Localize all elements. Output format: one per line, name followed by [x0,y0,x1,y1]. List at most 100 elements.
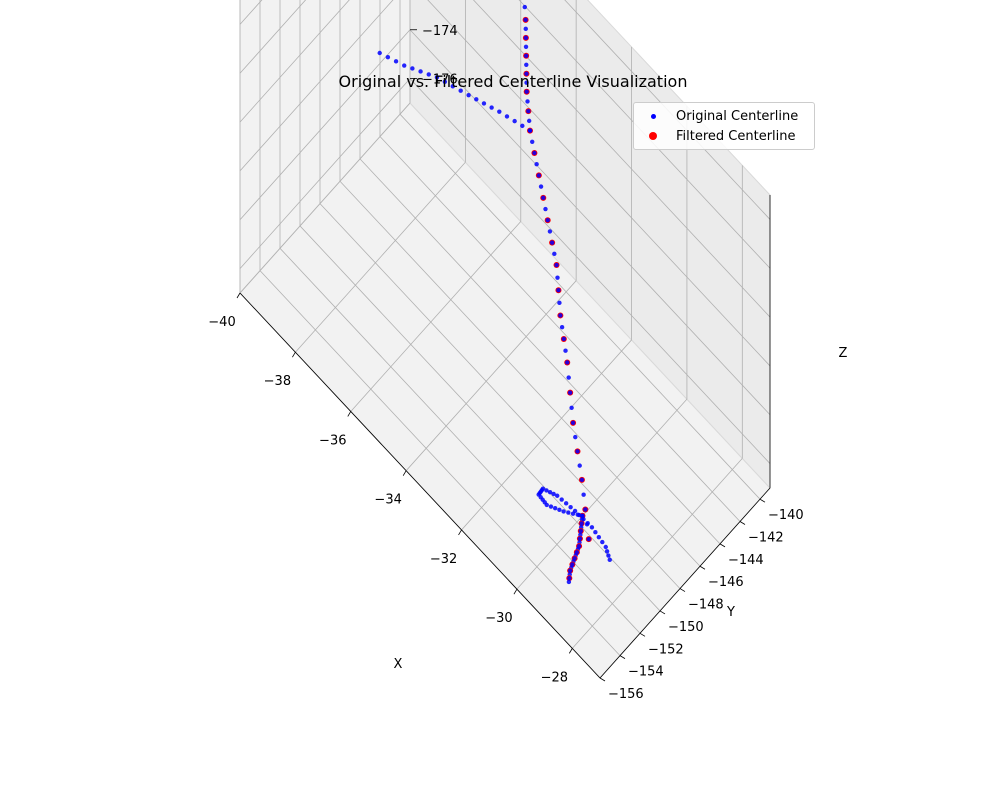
original-point [559,497,564,502]
original-point [554,262,559,268]
grid-line [405,280,577,471]
original-point [577,463,582,468]
legend-label-filtered: Filtered Centerline [676,128,796,144]
original-point [569,405,574,410]
original-point [442,79,448,85]
x-tick-mark [402,470,407,476]
original-point [565,360,570,365]
x-axis-line [239,292,601,679]
y-tick-mark [719,543,726,548]
y-tick-mark [599,677,606,682]
original-point [530,139,535,145]
original-point [561,509,566,514]
grid-line [295,161,466,353]
original-point [524,89,529,94]
original-point [523,35,529,41]
original-point [426,72,431,77]
y-tick-label: −150 [668,620,704,635]
original-point [604,549,610,554]
original-point [504,114,510,119]
legend-marker-original [650,113,656,119]
x-axis-label: X [394,657,403,672]
x-tick-mark [236,292,241,299]
original-point [545,218,550,223]
z-tick-label: −176 [422,73,458,88]
original-point [557,507,562,513]
y-tick-label: −142 [748,531,784,546]
original-point [541,195,546,201]
x-tick-label: −38 [264,374,291,389]
original-point [570,420,576,426]
grid-line [339,180,701,567]
original-point [527,128,533,133]
original-point [548,504,554,509]
original-point [567,568,573,573]
grid-line [409,78,771,464]
x-tick-label: −40 [208,315,235,330]
grid-line [239,78,411,269]
x-tick-mark [458,529,462,536]
original-point [600,539,605,545]
original-point [544,488,549,493]
x-tick-label: −28 [541,670,568,685]
y-tick-label: −140 [768,508,804,523]
original-point [549,240,555,245]
original-point [552,251,557,257]
y-tick-mark [619,655,626,659]
original-point [523,26,528,32]
y-tick-mark [759,498,766,503]
original-point [522,4,527,10]
x-tick-label: −32 [430,552,457,567]
original-point [512,118,517,124]
original-point [402,63,407,68]
original-point [563,348,568,353]
original-point [458,88,463,93]
original-point [581,492,586,497]
original-point [532,150,537,156]
original-point [393,59,399,64]
grid-line [399,113,761,500]
grid-line [359,158,721,545]
original-point [558,313,563,318]
original-point [575,449,580,454]
grid-line [472,0,771,318]
grid-line [239,29,411,221]
grid-lines [239,0,771,679]
x-tick-label: −34 [374,493,401,508]
grid-line [279,248,641,634]
y-tick-mark [679,588,686,592]
original-point [606,553,611,558]
y-tick-mark [699,565,706,570]
original-point [586,536,591,542]
original-point [385,54,391,60]
y-tick-label: −154 [628,665,664,680]
y-tick-mark [659,610,666,615]
x-tick-mark [292,352,296,358]
y-axis-line [599,487,771,679]
chart-title: Original vs. Filtered Centerline Visuali… [338,72,688,91]
y-tick-label: −156 [608,687,644,702]
y-tick-label: −144 [728,553,764,568]
original-point [603,544,608,550]
original-point [526,118,532,124]
original-point [566,375,571,380]
original-point [551,491,556,497]
x-tick-mark [568,648,573,654]
original-point [497,109,502,114]
grid-line [518,0,771,269]
original-point [581,516,586,522]
original-point [524,80,529,85]
original-point [525,99,530,104]
grid-line [564,0,771,220]
grid-line [319,203,681,589]
original-point [589,525,595,530]
original-point [474,97,479,102]
original-point [552,505,558,511]
grid-line [427,0,771,367]
original-point [567,390,573,395]
original-point [540,486,546,491]
original-point [596,534,602,540]
grid-line [239,102,411,294]
original-point [555,275,560,280]
original-point [593,530,598,535]
